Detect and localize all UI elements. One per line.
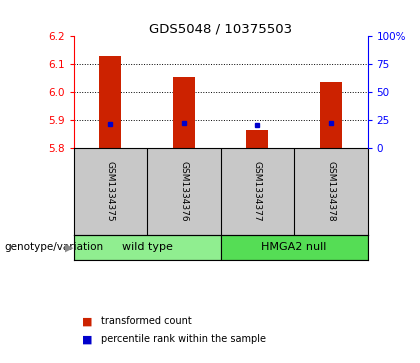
Text: HMGA2 null: HMGA2 null <box>261 242 327 252</box>
Text: GSM1334375: GSM1334375 <box>106 161 115 222</box>
Text: GSM1334377: GSM1334377 <box>253 161 262 222</box>
Text: transformed count: transformed count <box>101 316 192 326</box>
Bar <box>173 77 195 148</box>
Title: GDS5048 / 10375503: GDS5048 / 10375503 <box>149 22 292 35</box>
Bar <box>320 82 342 148</box>
Text: percentile rank within the sample: percentile rank within the sample <box>101 334 266 344</box>
Text: ▶: ▶ <box>65 242 73 252</box>
Text: GSM1334378: GSM1334378 <box>326 161 335 222</box>
Bar <box>220 235 368 260</box>
Text: GSM1334376: GSM1334376 <box>179 161 188 222</box>
Bar <box>246 130 268 148</box>
Text: wild type: wild type <box>121 242 173 252</box>
Bar <box>74 235 220 260</box>
Text: genotype/variation: genotype/variation <box>4 242 103 252</box>
Text: ■: ■ <box>82 316 92 326</box>
Bar <box>99 56 121 148</box>
Text: ■: ■ <box>82 334 92 344</box>
